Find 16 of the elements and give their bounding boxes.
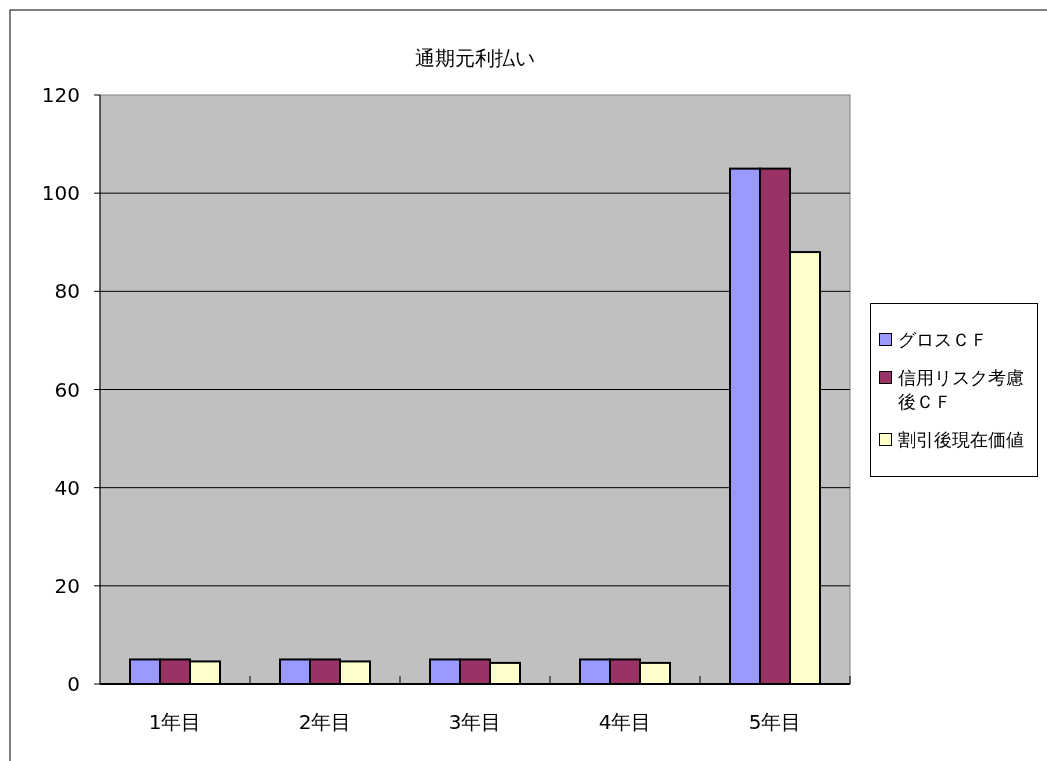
y-tick-label: 80 <box>54 279 80 304</box>
x-tick-label: 5年目 <box>748 710 802 734</box>
y-tick-label: 20 <box>54 573 80 598</box>
legend-label: 信用リスク考慮後ＣＦ <box>898 365 1025 414</box>
y-tick-label: 120 <box>41 83 80 107</box>
x-tick-label: 1年目 <box>148 710 202 734</box>
x-tick-label: 4年目 <box>598 710 652 734</box>
x-tick-label: 3年目 <box>448 710 502 734</box>
legend-label: グロスＣＦ <box>898 327 988 352</box>
legend-label: 割引後現在価値 <box>898 427 1024 452</box>
y-tick-label: 40 <box>54 475 80 500</box>
chart-title: 通期元利払い <box>415 46 535 70</box>
y-tick-label: 0 <box>67 672 80 696</box>
x-tick-label: 2年目 <box>298 710 352 734</box>
y-tick-label: 60 <box>54 377 80 402</box>
y-tick-label: 100 <box>41 181 80 206</box>
